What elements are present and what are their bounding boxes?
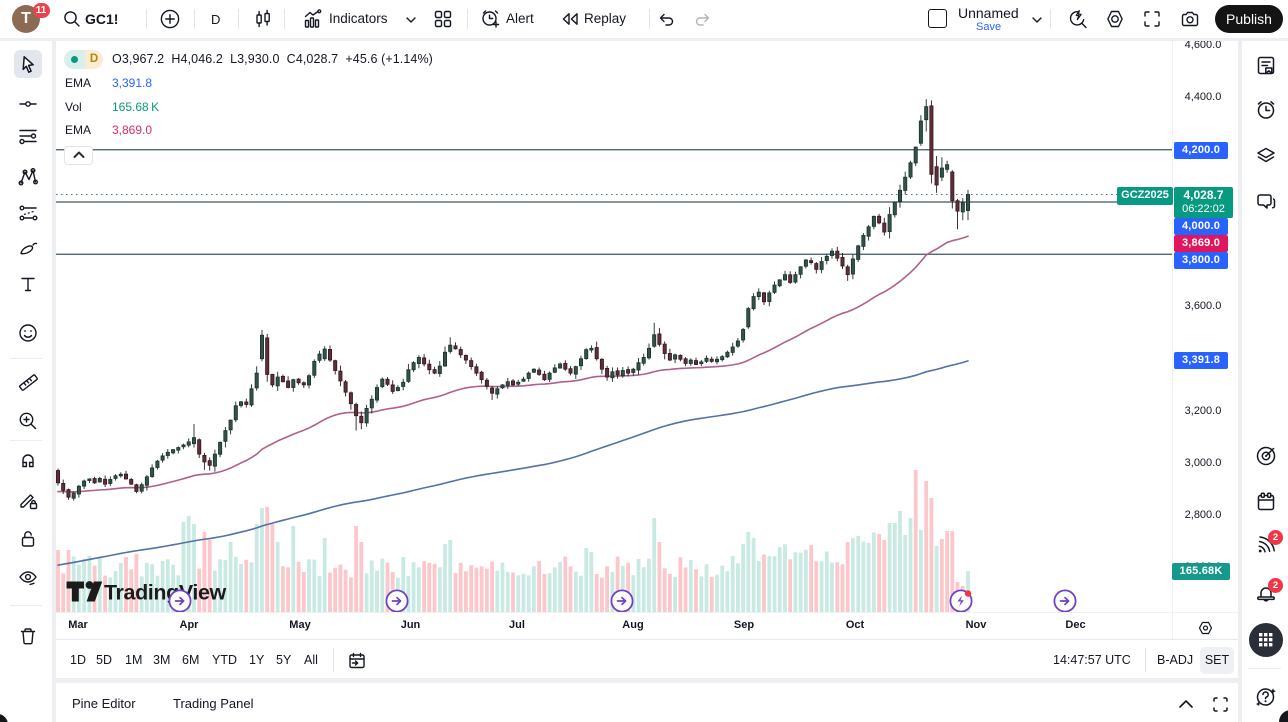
svg-text:TradingView: TradingView (104, 581, 227, 605)
